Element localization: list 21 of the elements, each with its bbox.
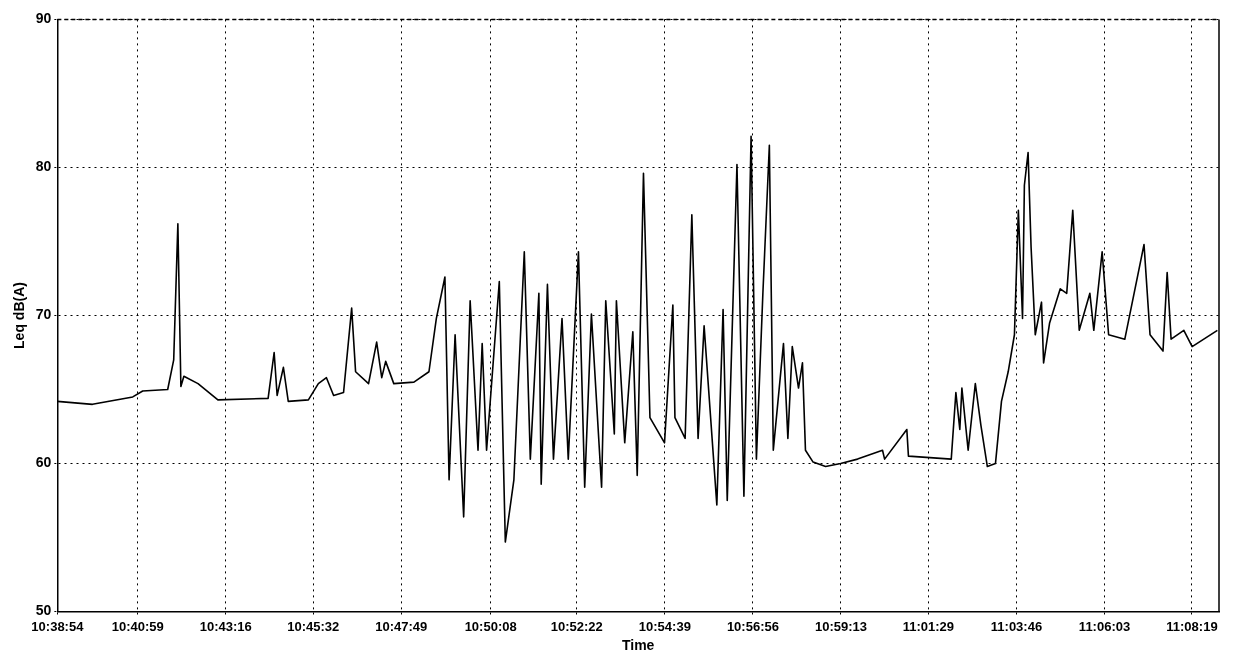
x-tick-label: 10:38:54 (31, 618, 85, 634)
y-tick-label: 70 (35, 306, 52, 323)
x-tick-label: 10:43:16 (199, 618, 252, 634)
x-tick-label: 11:01:29 (902, 618, 955, 634)
x-tick-label: 11:06:03 (1078, 618, 1131, 634)
x-tick-label: 10:40:59 (111, 618, 164, 634)
x-tick-label: 10:47:49 (375, 618, 428, 634)
y-tick-label: 50 (35, 602, 52, 619)
y-tick-label: 60 (35, 454, 52, 471)
x-axis-title: Time (621, 637, 655, 654)
x-tick-label: 10:50:08 (464, 618, 517, 634)
x-tick-label: 10:54:39 (638, 618, 691, 634)
x-tick-label: 10:56:56 (726, 618, 779, 634)
x-tick-label: 10:45:32 (287, 618, 340, 634)
y-axis-title: Leq dB(A) (11, 282, 28, 349)
x-tick-label: 10:52:22 (550, 618, 603, 634)
x-tick-label: 11:03:46 (990, 618, 1043, 634)
y-tick-label: 90 (35, 10, 52, 27)
x-tick-label: 11:08:19 (1166, 618, 1218, 634)
x-tick-label: 10:59:13 (814, 618, 867, 634)
y-tick-label: 80 (35, 158, 52, 175)
